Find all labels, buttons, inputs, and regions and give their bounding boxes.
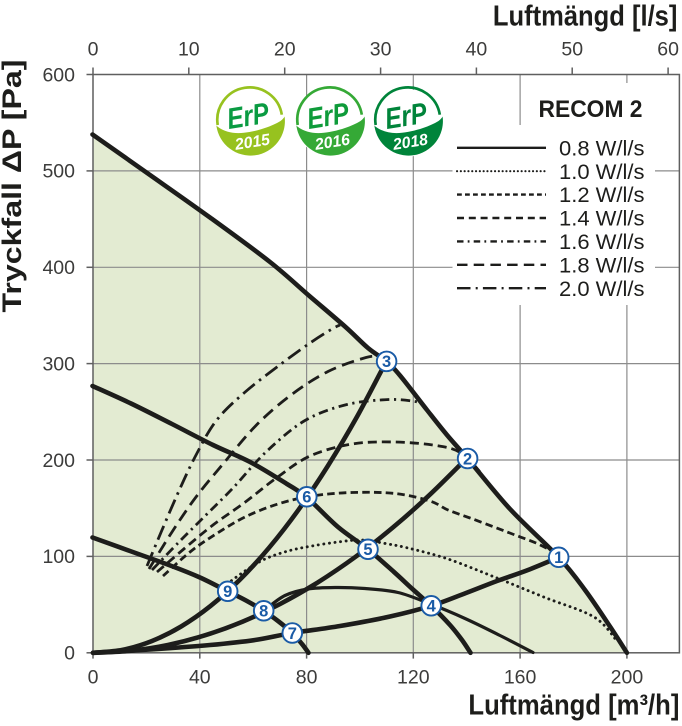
- svg-text:120: 120: [397, 667, 430, 689]
- svg-text:10: 10: [178, 39, 200, 61]
- svg-text:ErP: ErP: [383, 97, 430, 136]
- svg-text:1: 1: [554, 549, 563, 567]
- svg-text:2015: 2015: [233, 131, 272, 154]
- svg-text:Tryckfall ΔP [Pa]: Tryckfall ΔP [Pa]: [0, 60, 27, 313]
- svg-text:3: 3: [382, 353, 391, 371]
- svg-text:ErP: ErP: [225, 97, 272, 136]
- svg-text:2: 2: [463, 450, 472, 468]
- svg-text:600: 600: [42, 64, 75, 86]
- svg-text:30: 30: [370, 39, 392, 61]
- svg-text:0: 0: [88, 39, 99, 61]
- svg-text:50: 50: [561, 39, 583, 61]
- svg-text:Luftmängd [m³/h]: Luftmängd [m³/h]: [468, 689, 679, 721]
- svg-text:8: 8: [259, 603, 268, 621]
- svg-text:2016: 2016: [313, 132, 351, 154]
- svg-text:1.0 W/l/s: 1.0 W/l/s: [559, 161, 645, 184]
- svg-text:300: 300: [42, 353, 75, 375]
- svg-text:ErP: ErP: [305, 97, 352, 136]
- svg-text:200: 200: [42, 450, 75, 472]
- svg-text:200: 200: [611, 667, 644, 689]
- svg-text:160: 160: [504, 667, 537, 689]
- svg-text:0: 0: [88, 667, 99, 689]
- svg-text:2018: 2018: [391, 132, 429, 154]
- svg-text:40: 40: [466, 39, 488, 61]
- svg-text:7: 7: [288, 625, 297, 643]
- svg-text:1.4 W/l/s: 1.4 W/l/s: [559, 208, 645, 231]
- svg-text:100: 100: [42, 546, 75, 568]
- svg-text:2.0 W/l/s: 2.0 W/l/s: [559, 278, 645, 301]
- svg-text:0: 0: [64, 643, 75, 665]
- svg-text:1.6 W/l/s: 1.6 W/l/s: [559, 231, 645, 254]
- svg-text:5: 5: [363, 541, 372, 559]
- svg-text:0.8 W/l/s: 0.8 W/l/s: [559, 137, 645, 160]
- svg-text:60: 60: [657, 39, 679, 61]
- svg-text:RECOM 2: RECOM 2: [539, 96, 643, 123]
- svg-text:1.2 W/l/s: 1.2 W/l/s: [559, 184, 645, 207]
- svg-text:6: 6: [302, 489, 311, 507]
- svg-text:20: 20: [274, 39, 296, 61]
- svg-text:1.8 W/l/s: 1.8 W/l/s: [559, 254, 645, 277]
- svg-text:9: 9: [223, 583, 232, 601]
- svg-text:80: 80: [296, 667, 318, 689]
- svg-text:4: 4: [427, 598, 437, 616]
- svg-text:500: 500: [42, 161, 75, 183]
- svg-text:40: 40: [189, 667, 211, 689]
- svg-text:400: 400: [42, 257, 75, 279]
- svg-text:Luftmängd [l/s]: Luftmängd [l/s]: [493, 0, 678, 32]
